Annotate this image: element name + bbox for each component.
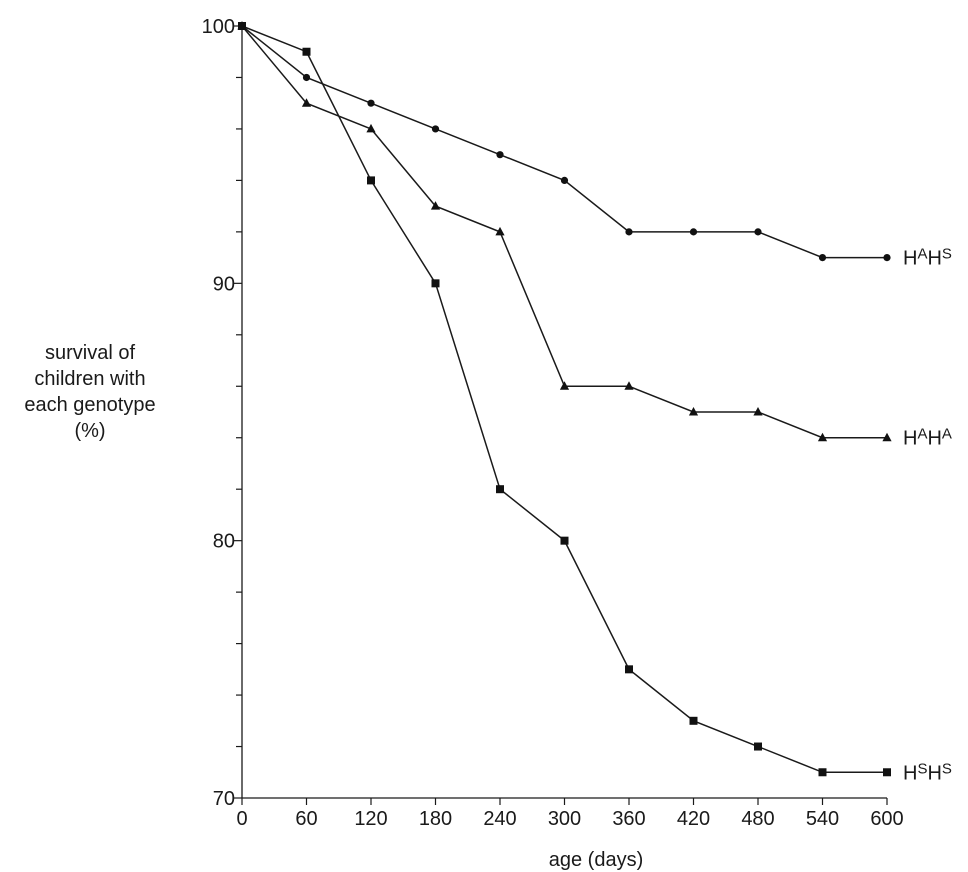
data-point-hahs: [625, 228, 633, 236]
y-axis-label-line-1: survival of: [44, 342, 136, 364]
data-point-hahs: [818, 254, 827, 262]
series-line-hahs: [241, 25, 887, 259]
data-point-hahs: [496, 151, 504, 159]
data-point-hshs: [689, 716, 698, 725]
data-point-hahs: [367, 99, 375, 107]
data-point-haha: [559, 381, 570, 390]
x-tick-label: 480: [741, 808, 774, 830]
x-tick-label: 180: [419, 808, 452, 830]
x-axis-label: age (days): [549, 849, 644, 871]
series-label-hshs: HSHS: [903, 760, 952, 784]
y-axis-label: survival of children with each genotype …: [0, 340, 180, 444]
series-label-hahs: HAHS: [903, 246, 952, 270]
series-line-hshs: [241, 25, 887, 774]
series-line-haha: [241, 25, 887, 439]
data-point-hshs: [431, 279, 440, 288]
y-tick-label: 70: [213, 788, 235, 810]
y-tick-label: 100: [202, 16, 235, 38]
data-point-haha: [753, 407, 763, 416]
x-tick-label: 60: [295, 808, 317, 830]
data-point-haha: [430, 201, 441, 210]
data-point-hahs: [302, 73, 311, 82]
y-axis-label-line-4: (%): [74, 420, 106, 442]
data-point-hshs: [883, 768, 891, 777]
y-axis-label-line-2: children with: [34, 368, 146, 390]
data-point-hshs: [302, 47, 311, 56]
x-tick-label: 0: [236, 808, 247, 830]
data-point-hahs: [431, 125, 440, 133]
x-tick-label: 540: [806, 808, 839, 830]
series-markers: [237, 21, 892, 777]
x-tick-label: 300: [548, 808, 581, 830]
data-point-haha: [882, 432, 892, 442]
data-point-hshs: [818, 768, 827, 777]
x-tick-label: 120: [354, 808, 387, 830]
data-point-hshs: [625, 665, 633, 674]
data-point-hahs: [689, 228, 698, 236]
data-point-haha: [817, 432, 828, 442]
data-point-hshs: [754, 742, 762, 751]
data-point-hshs: [496, 485, 504, 494]
series-lines: [241, 25, 887, 774]
data-point-haha: [688, 407, 699, 416]
data-point-hahs: [883, 254, 891, 262]
series-labels: HAHS HAHA HSHS: [903, 246, 952, 785]
data-point-haha: [624, 381, 634, 390]
x-tick-label: 420: [677, 808, 710, 830]
x-tick-label: 240: [483, 808, 516, 830]
x-tick-label: 600: [870, 808, 903, 830]
data-point-haha: [301, 98, 312, 107]
data-point-hshs: [367, 176, 375, 185]
y-tick-label: 80: [213, 531, 235, 553]
y-tick-label: 90: [213, 273, 235, 295]
series-label-haha: HAHA: [903, 426, 952, 450]
data-point-hshs: [238, 22, 246, 30]
data-point-haha: [495, 226, 505, 236]
x-tick-label: 360: [612, 808, 645, 830]
data-point-hshs: [560, 536, 569, 545]
data-point-haha: [366, 123, 376, 133]
axes: 70 80 90 100 0 60 120 180 240 300 360 420 480 540 600: [202, 16, 904, 830]
y-axis-label-line-3: each genotype: [24, 394, 156, 416]
data-point-hahs: [754, 228, 762, 236]
data-point-hahs: [560, 176, 569, 184]
